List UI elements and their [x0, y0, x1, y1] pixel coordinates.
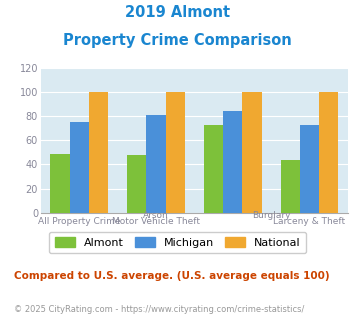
Text: 2019 Almont: 2019 Almont	[125, 5, 230, 20]
Bar	[127, 155, 146, 213]
Legend: Almont, Michigan, National: Almont, Michigan, National	[49, 232, 306, 253]
Bar	[70, 122, 89, 213]
Bar	[89, 92, 108, 213]
Bar	[146, 115, 165, 213]
Text: Larceny & Theft: Larceny & Theft	[273, 217, 345, 226]
Bar	[300, 124, 319, 213]
Bar	[242, 92, 262, 213]
Bar	[165, 92, 185, 213]
Text: © 2025 CityRating.com - https://www.cityrating.com/crime-statistics/: © 2025 CityRating.com - https://www.city…	[14, 305, 305, 314]
Bar	[50, 153, 70, 213]
Bar	[223, 111, 242, 213]
Bar	[204, 124, 223, 213]
Text: Motor Vehicle Theft: Motor Vehicle Theft	[112, 217, 200, 226]
Text: Arson: Arson	[143, 211, 169, 220]
Bar	[281, 160, 300, 213]
Text: Burglary: Burglary	[252, 211, 290, 220]
Bar	[319, 92, 338, 213]
Text: Compared to U.S. average. (U.S. average equals 100): Compared to U.S. average. (U.S. average …	[14, 271, 330, 281]
Text: Property Crime Comparison: Property Crime Comparison	[63, 33, 292, 48]
Text: All Property Crime: All Property Crime	[38, 217, 120, 226]
